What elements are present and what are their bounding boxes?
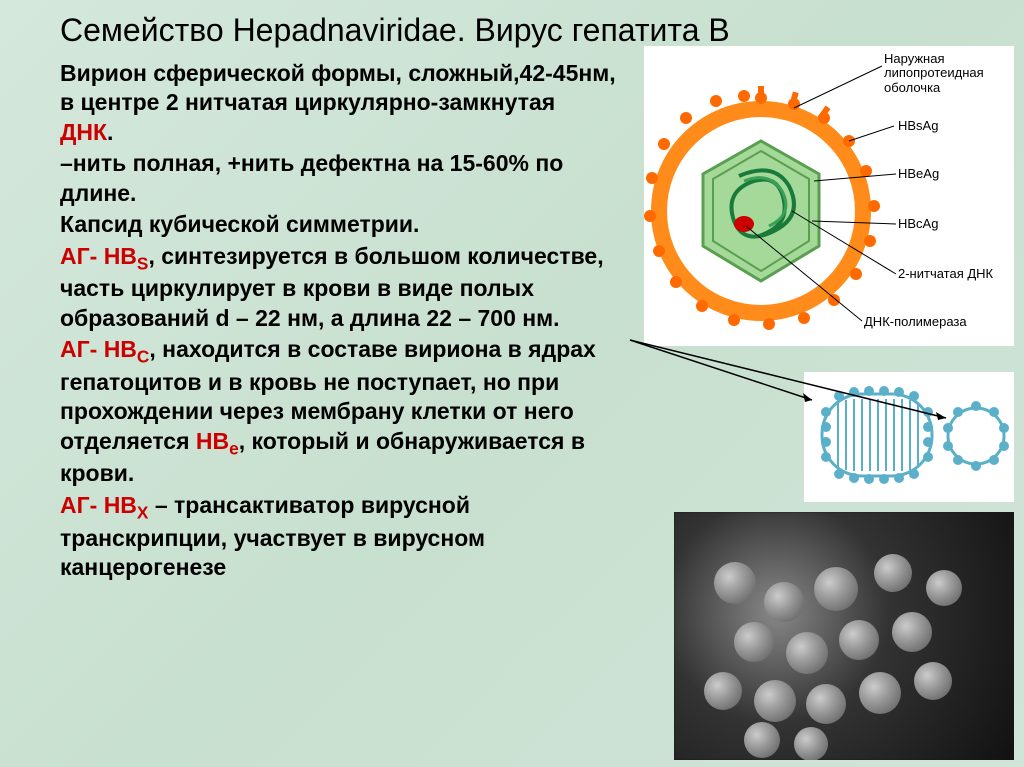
paragraph-1: Вирион сферической формы, сложный,42-45н… (60, 59, 622, 147)
filament-svg (804, 372, 1014, 502)
t: е (229, 438, 239, 458)
em-particle (704, 672, 742, 710)
em-particle (926, 570, 962, 606)
paragraph-2: –нить полная, +нить дефектна на 15-60% п… (60, 149, 622, 208)
em-particle (786, 632, 828, 674)
label-envelope: Наружная липопротеидная оболочка (884, 52, 1012, 95)
t: в центре 2 нитчатая циркулярно-замкнутая (60, 89, 555, 115)
em-particle (754, 680, 796, 722)
t: АГ- НВ (60, 492, 137, 518)
filament-diagram (804, 372, 1014, 502)
t: Х (137, 502, 149, 522)
t: НВ (196, 428, 229, 454)
slide: Семейство Hepadnaviridae. Вирус гепатита… (0, 0, 1024, 767)
paragraph-4: АГ- НВS, синтезируется в большом количес… (60, 242, 622, 334)
t: С (137, 347, 149, 367)
diagram-column: Наружная липопротеидная оболочка HBsAg H… (644, 46, 1024, 346)
label-hbcag: HBcAg (898, 216, 938, 231)
virus-diagram: Наружная липопротеидная оболочка HBsAg H… (644, 46, 1014, 346)
label-polymerase: ДНК-полимераза (864, 314, 967, 329)
em-particle (874, 554, 912, 592)
em-particle (806, 684, 846, 724)
em-particle (839, 620, 879, 660)
label-hbeag: HBeAg (898, 166, 939, 181)
text-column: Вирион сферической формы, сложный,42-45н… (60, 59, 630, 584)
ag-hbs: АГ- НВS (60, 243, 148, 269)
em-particle (794, 727, 828, 760)
label-dna: 2-нитчатая ДНК (898, 266, 993, 281)
em-particle (764, 582, 804, 622)
em-particle (814, 567, 858, 611)
paragraph-5: АГ- НВС, находится в составе вириона в я… (60, 335, 622, 489)
hbe-highlight: НВе (196, 428, 239, 454)
t: АГ- НВ (60, 243, 137, 269)
ag-hbx: АГ- НВХ (60, 492, 148, 518)
t: . (107, 119, 113, 145)
em-particle (914, 662, 952, 700)
em-particle (744, 722, 780, 758)
slide-title: Семейство Hepadnaviridae. Вирус гепатита… (60, 12, 1004, 49)
t: S (137, 253, 149, 273)
em-particle (859, 672, 901, 714)
em-particle (734, 622, 774, 662)
label-hbsag: HBsAg (898, 118, 938, 133)
paragraph-3: Капсид кубической симметрии. (60, 210, 622, 239)
t: Вирион сферической формы, сложный,42-45н… (60, 60, 616, 86)
dna-highlight: ДНК (60, 119, 107, 145)
paragraph-6: АГ- НВХ – трансактиватор вирусной транск… (60, 491, 622, 583)
em-particle (892, 612, 932, 652)
em-micrograph (674, 512, 1014, 760)
t: АГ- НВ (60, 336, 137, 362)
ag-hbc: АГ- НВС (60, 336, 149, 362)
em-particle (714, 562, 756, 604)
